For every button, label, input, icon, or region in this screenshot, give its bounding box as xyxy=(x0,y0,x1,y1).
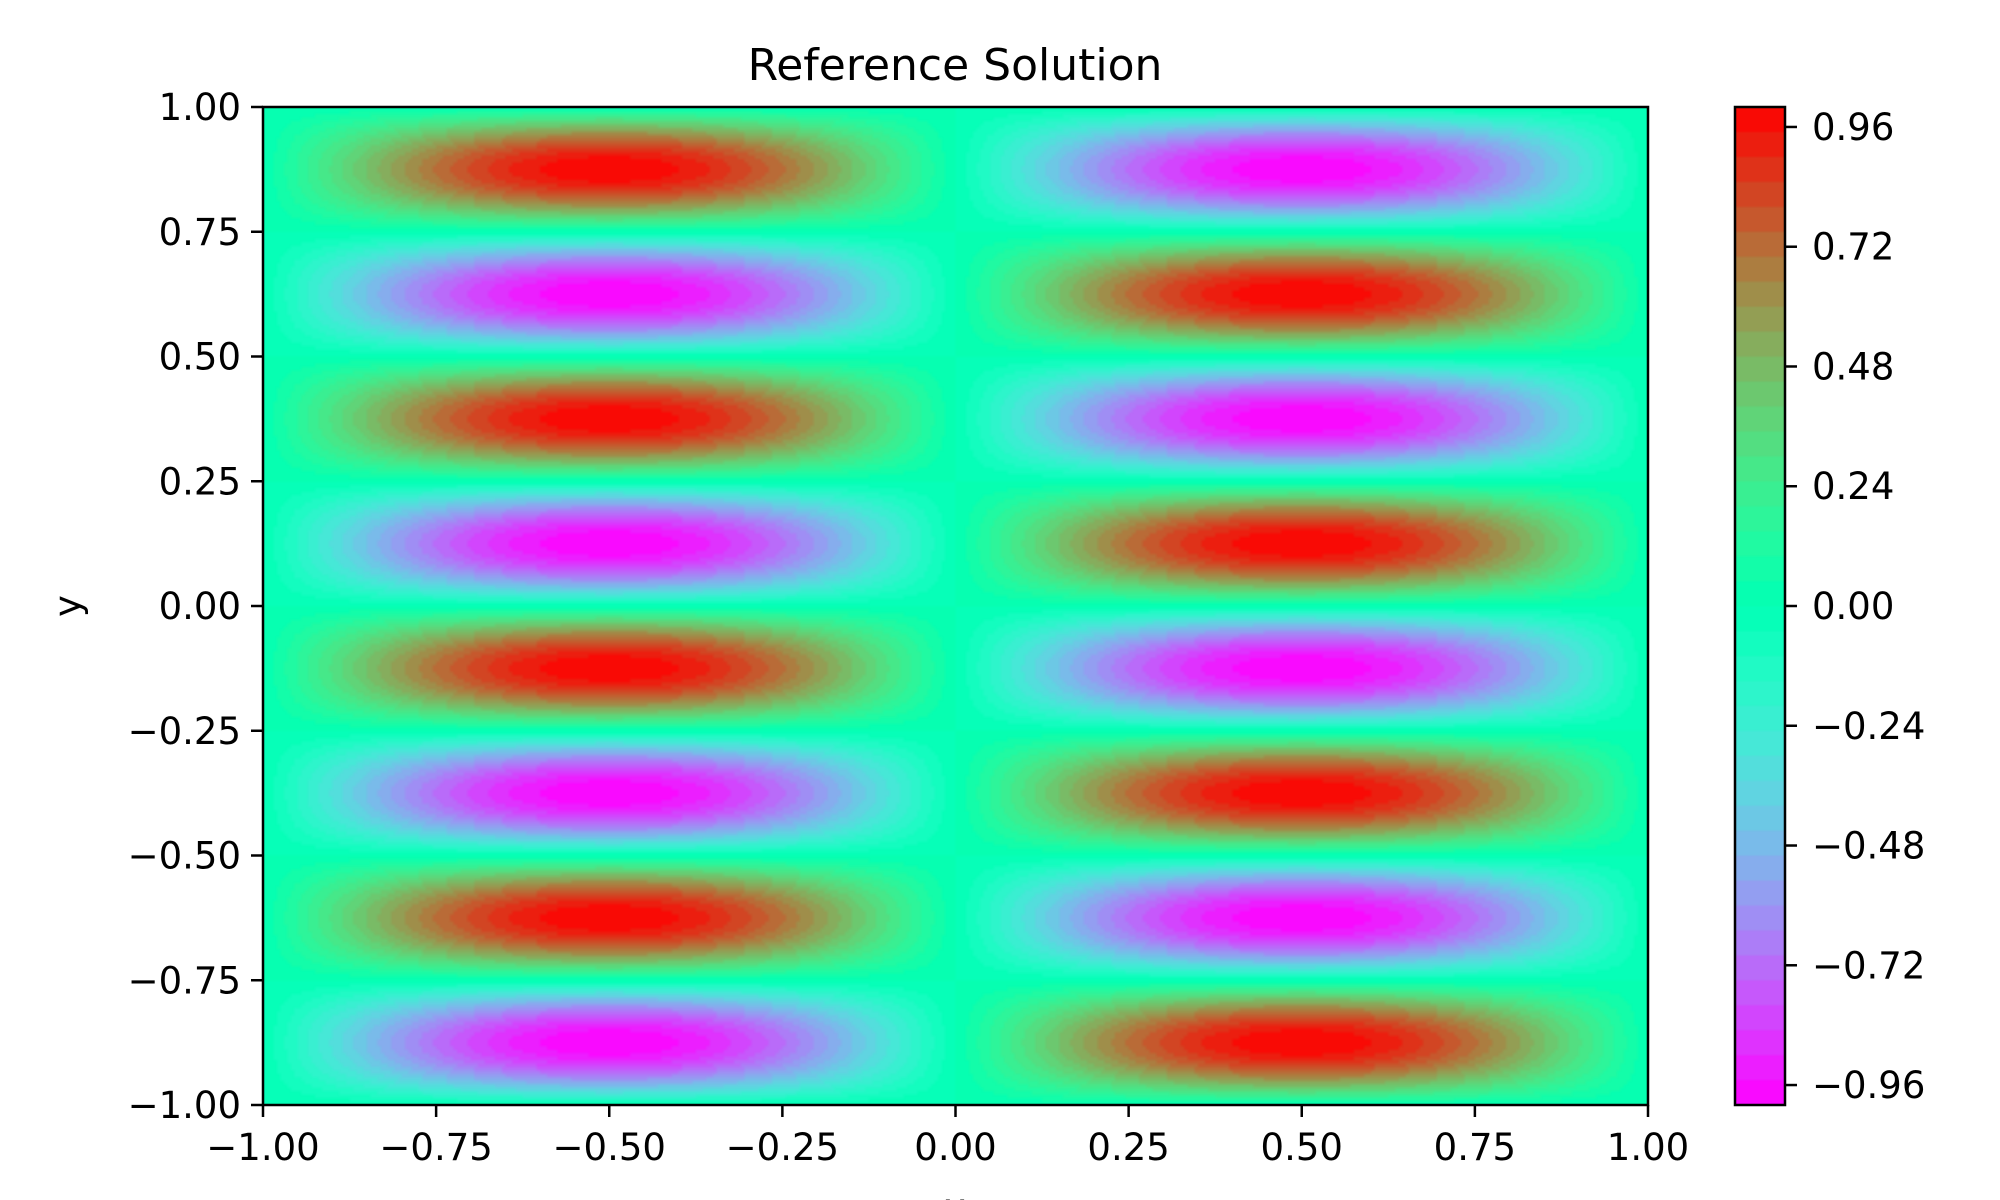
x-tick-label: −1.00 xyxy=(206,1126,319,1169)
y-tick-label: 0.00 xyxy=(159,585,241,628)
x-tick-label: −0.25 xyxy=(726,1126,839,1169)
colorbar-tick-label: 0.96 xyxy=(1812,106,1894,149)
heatmap-field xyxy=(263,107,1648,1105)
colorbar-gradient xyxy=(1735,107,1785,1105)
x-axis: −1.00 −0.75 −0.50 −0.25 0.00 0.25 0.50 0.75 1.00 xyxy=(206,1105,1689,1169)
x-tick-label: 0.25 xyxy=(1087,1126,1169,1169)
colorbar-tick-label: −0.48 xyxy=(1812,825,1925,868)
y-tick-label: −0.75 xyxy=(128,959,241,1002)
colorbar-tick-label: −0.72 xyxy=(1812,944,1925,987)
y-tick-label: 1.00 xyxy=(159,86,241,129)
y-tick-label: −0.50 xyxy=(128,835,241,878)
x-axis-label: x xyxy=(944,1186,966,1200)
x-tick-label: −0.50 xyxy=(553,1126,666,1169)
colorbar-tick-label: 0.72 xyxy=(1812,226,1894,269)
y-tick-label: 0.50 xyxy=(159,336,241,379)
chart-title: Reference Solution xyxy=(748,40,1163,91)
y-tick-label: 0.75 xyxy=(159,211,241,254)
y-axis: −1.00 −0.75 −0.50 −0.25 0.00 0.25 0.50 0.75 1.00 xyxy=(128,86,263,1127)
y-axis-label: y xyxy=(46,595,89,617)
y-tick-label: −1.00 xyxy=(128,1084,241,1127)
plot-area xyxy=(263,107,1648,1105)
colorbar-tick-label: 0.48 xyxy=(1812,345,1894,388)
x-tick-label: 0.00 xyxy=(914,1126,996,1169)
colorbar-tick-label: 0.24 xyxy=(1812,465,1894,508)
colorbar-tick-label: 0.00 xyxy=(1812,585,1894,628)
x-tick-label: 1.00 xyxy=(1607,1126,1689,1169)
x-tick-label: −0.75 xyxy=(379,1126,492,1169)
colorbar-tick-label: −0.24 xyxy=(1812,705,1925,748)
colorbar: −0.96 −0.72 −0.48 −0.24 0.00 0.24 0.48 0.72 0.96 xyxy=(1733,105,1925,1107)
x-tick-label: 0.75 xyxy=(1434,1126,1516,1169)
x-tick-label: 0.50 xyxy=(1261,1126,1343,1169)
colorbar-ticks: −0.96 −0.72 −0.48 −0.24 0.00 0.24 0.48 0.72 0.96 xyxy=(1785,106,1925,1107)
y-tick-label: 0.25 xyxy=(159,460,241,503)
y-tick-label: −0.25 xyxy=(128,710,241,753)
colorbar-tick-label: −0.96 xyxy=(1812,1064,1925,1107)
